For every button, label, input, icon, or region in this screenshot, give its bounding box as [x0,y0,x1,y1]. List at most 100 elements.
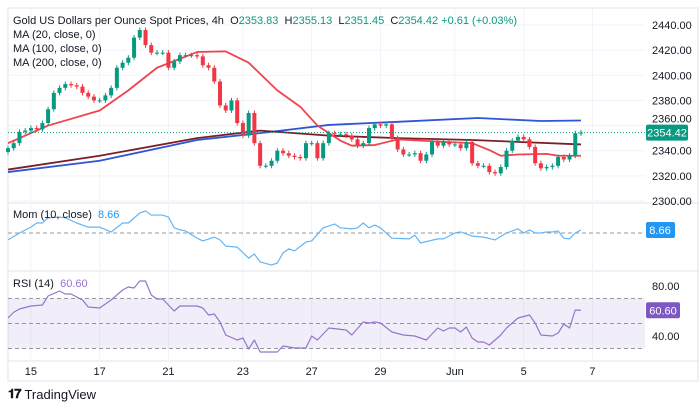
candle [361,143,366,146]
price-tick-label: 2380.00 [652,95,692,107]
candle [298,156,303,159]
candle [218,81,223,106]
candle [46,109,51,124]
price-tick-label: 2400.00 [652,70,692,82]
candle [430,141,435,155]
open-value: 2353.83 [238,15,279,27]
candle [172,61,177,68]
candle [189,55,194,57]
candle [177,55,182,62]
rsi-line [7,280,582,353]
candle [23,130,28,132]
candle [326,133,331,144]
candle [97,100,102,102]
candle [69,84,74,86]
candle [424,154,429,161]
candle [384,124,389,126]
candle [447,141,452,145]
rsi-tick-label: 80.00 [652,281,680,293]
ma100-legend[interactable]: MA (100, close, 0) [13,43,102,55]
rsi-legend-value: 60.60 [60,278,88,290]
candle [401,149,406,155]
x-tick-label: 17 [94,366,106,378]
current-price-label: 2354.42 [647,128,687,140]
candle [57,87,62,93]
close-value: 2354.42 [398,15,439,27]
candle [240,123,245,136]
candle [510,140,515,151]
x-tick-label: 23 [237,366,249,378]
candle [475,163,480,166]
candle [149,45,154,53]
candle [275,150,280,161]
candle [200,56,205,66]
candle [63,84,68,88]
price-tick-label: 2440.00 [652,20,692,32]
candle [544,167,549,169]
candle [332,133,337,135]
candle [349,135,354,140]
x-tick-label: 27 [306,366,318,378]
candle [464,141,469,149]
candle [86,92,91,97]
candle [470,141,475,164]
candle [344,134,349,136]
candle [481,165,486,167]
price-tick-label: 2320.00 [652,171,692,183]
symbol-legend: Gold US Dollars per Ounce Spot Prices, 4… [13,15,517,27]
candle [573,133,578,156]
mom-legend-value: 8.66 [97,209,120,221]
candle [309,143,314,145]
candle [504,150,509,168]
x-tick-label: 15 [25,366,37,378]
x-tick-label: Jun [446,366,464,378]
candle [143,30,148,46]
ma20-line [7,50,581,157]
candle [498,167,503,174]
candle [452,144,457,146]
candle [17,131,22,144]
price-tick-label: 2340.00 [652,146,692,158]
candle [378,124,383,126]
candle [103,95,108,101]
candle [418,153,423,161]
candle [252,112,257,144]
candle [74,85,79,87]
ma200-legend[interactable]: MA (200, close, 0) [13,57,102,69]
candle [435,141,440,146]
candle [407,154,412,156]
high-value: 2355.13 [292,15,333,27]
mom-legend[interactable]: Mom (10, close) 8.66 [13,209,120,221]
candle [166,52,171,68]
candle [126,57,131,63]
candle [137,30,142,38]
candle [366,128,371,144]
candle [109,87,114,96]
candle [51,92,56,110]
low-value: 2351.45 [344,15,385,27]
change-value: +0.61 (+0.03%) [441,15,517,27]
candle [28,128,33,131]
rsi-legend[interactable]: RSI (14) 60.60 [13,278,88,290]
candle [412,153,417,155]
candle [550,165,555,168]
candle [229,100,234,111]
candle [80,86,85,93]
candle [223,105,228,111]
tradingview-logo[interactable]: 𝟏𝟕 TradingView [8,386,96,402]
ma20-legend[interactable]: MA (20, close, 0) [13,29,96,41]
candle [533,146,538,164]
candle [286,153,291,156]
price-tick-label: 2360.00 [652,114,692,126]
candle [538,163,543,169]
candle [160,52,165,54]
candle [458,144,463,149]
price-tick-label: 2420.00 [652,45,692,57]
x-tick-label: 21 [162,366,174,378]
candle [372,124,377,129]
candle [487,165,492,173]
candle [263,165,268,167]
candle [212,67,217,82]
candle [303,143,308,159]
